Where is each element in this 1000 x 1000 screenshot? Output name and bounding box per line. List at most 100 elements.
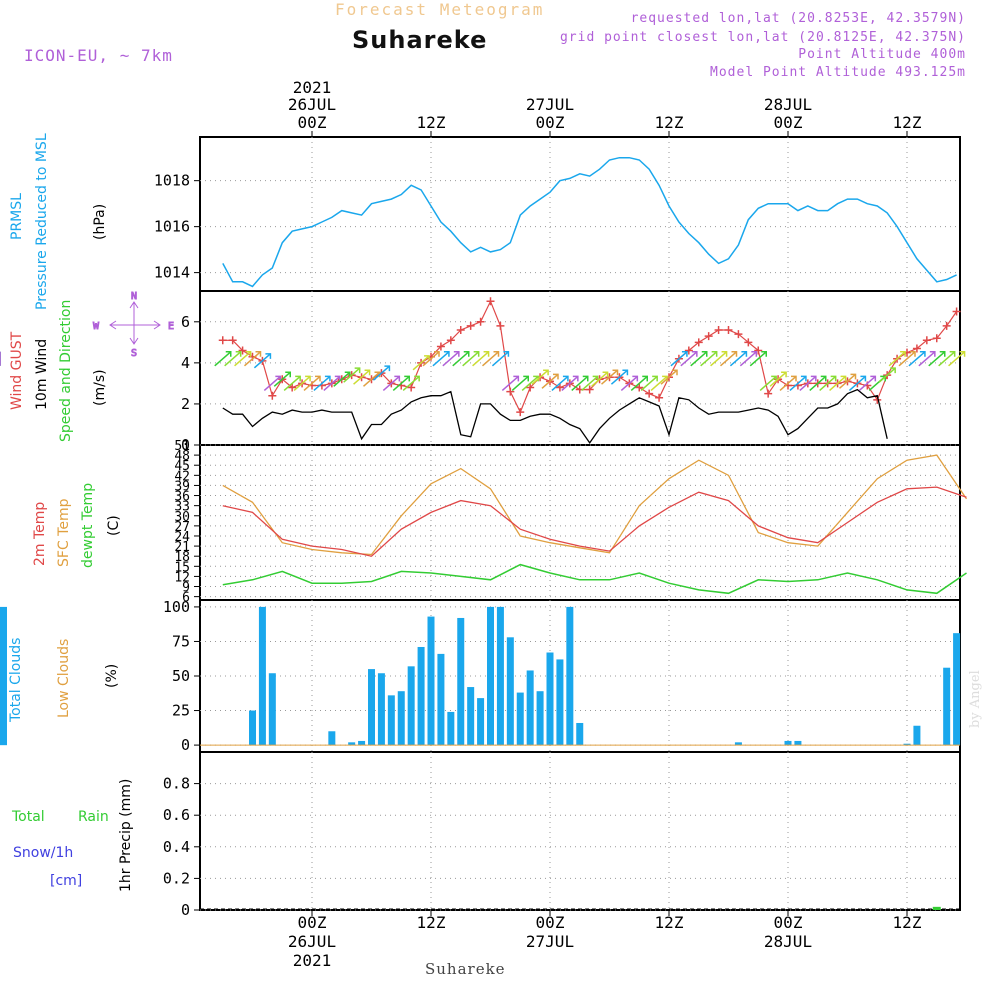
wind-arrow (491, 351, 509, 367)
wind-arrow-head (414, 375, 420, 382)
cloud-bar (903, 743, 911, 746)
wind-arrow-head (295, 375, 301, 382)
wind-gust-point (942, 321, 951, 330)
wind-gust-point (268, 391, 277, 400)
wind-gust-point (724, 326, 733, 335)
wind-arrow (948, 351, 966, 367)
wind-arrow (531, 369, 549, 385)
wind-arrow-head (463, 351, 470, 357)
wind-arrow (303, 375, 321, 391)
cloud-bar (526, 670, 534, 746)
wind-arrow-head (711, 351, 718, 357)
panel-frame-0 (199, 136, 961, 292)
wind-arrow-head (771, 375, 777, 382)
wind-arrow (710, 351, 728, 367)
cloud-bar (506, 637, 514, 746)
wind-arrow-head (443, 351, 450, 357)
cloud-bar (268, 673, 276, 746)
cloud-bar (536, 691, 544, 746)
cloud-bar (417, 646, 425, 746)
ytick-label-4: 0 (181, 901, 190, 919)
wind-arrow-head (364, 369, 371, 376)
wind-gust-point (714, 326, 723, 335)
wind-arrow-head (731, 351, 738, 357)
cloud-bar (794, 740, 802, 746)
ytick-label-3: 100 (163, 598, 190, 616)
ytick-label-2: 24 (174, 530, 190, 545)
wind-arrow (858, 375, 876, 391)
wind-gust-point (764, 389, 773, 398)
wind-gust-point (744, 338, 753, 347)
wind-arrow (432, 351, 450, 367)
wind-arrow (779, 375, 797, 391)
ytick-label-3: 75 (172, 632, 190, 650)
point-altitude: Point Altitude 400m (798, 47, 966, 62)
wind-arrow-head (543, 369, 549, 376)
wind-arrow-head (394, 375, 401, 382)
ytick-label-2: 39 (174, 479, 190, 494)
wind-arrow-head (503, 351, 510, 357)
ytick-label-2: 27 (174, 520, 190, 535)
label-snow: Snow/1h (13, 845, 74, 861)
wind-arrow (819, 375, 837, 391)
wind-arrow-head (751, 351, 758, 357)
label-total: Total (12, 809, 45, 825)
ytick-label-4: 0.2 (163, 869, 190, 887)
wind-arrow (234, 351, 252, 367)
wind-arrow (313, 375, 331, 391)
wind-arrow-head (324, 375, 331, 382)
wind-arrow-head (652, 375, 658, 382)
wind-arrow (402, 375, 420, 391)
cloud-bar (407, 666, 415, 746)
ytick-label-2: 48 (174, 449, 190, 464)
wind-arrow (759, 375, 777, 391)
wind-arrow-head (721, 351, 728, 357)
wind-arrow-head (344, 371, 351, 378)
cloud-bar (447, 711, 455, 746)
wind-arrow-head (612, 369, 619, 376)
compass-w: W (93, 321, 100, 332)
wind-gust-point (704, 332, 713, 341)
cloud-bar (546, 652, 554, 746)
wind-arrow (620, 375, 638, 391)
wind-arrow (839, 373, 856, 389)
ytick-label-1: 2 (181, 395, 190, 413)
ytick-label-0: 1014 (154, 264, 190, 282)
cloud-bar (387, 695, 395, 746)
wind-arrow (363, 371, 380, 387)
top-date-year: 2021 (293, 78, 332, 97)
cloud-bar (496, 606, 504, 746)
bottom-date-label: 26JUL (288, 932, 336, 951)
bottom-date-year: 2021 (293, 951, 332, 970)
wind-arrow-head (493, 351, 500, 357)
cloud-bar (0, 606, 7, 746)
wind-arrow-head (890, 367, 896, 374)
wind-arrow (749, 351, 767, 367)
wind-arrow (571, 375, 589, 391)
ytick-label-2: 45 (174, 459, 190, 474)
wind-arrow-head (672, 369, 678, 376)
wind-arrow-head (840, 375, 847, 382)
wind-arrow-head (582, 375, 589, 382)
wind-arrow (343, 367, 361, 383)
wind-arrow (829, 375, 847, 391)
wind-gust-point (238, 346, 247, 355)
pressure-line (222, 156, 957, 288)
wind-arrow (928, 351, 946, 367)
wind-arrow (918, 351, 936, 367)
wind-gust-point (922, 336, 931, 345)
wind-arrow-head (939, 351, 946, 357)
ytick-label-3: 0 (181, 736, 190, 754)
wind-arrow-head (265, 353, 272, 359)
cloud-bar (467, 687, 475, 746)
wind-gust-point (506, 387, 515, 396)
wind-arrow-head (810, 375, 817, 382)
top-tick-label: 12Z (655, 113, 684, 132)
wind-gust-point (655, 393, 664, 402)
ytick-label-0: 1018 (154, 172, 190, 190)
ytick-label-1: 6 (181, 313, 190, 331)
wind-10m-line (222, 388, 888, 445)
wind-arrow (938, 351, 956, 367)
bottom-tick-label: 12Z (417, 913, 446, 932)
cloud-bar (348, 742, 356, 746)
